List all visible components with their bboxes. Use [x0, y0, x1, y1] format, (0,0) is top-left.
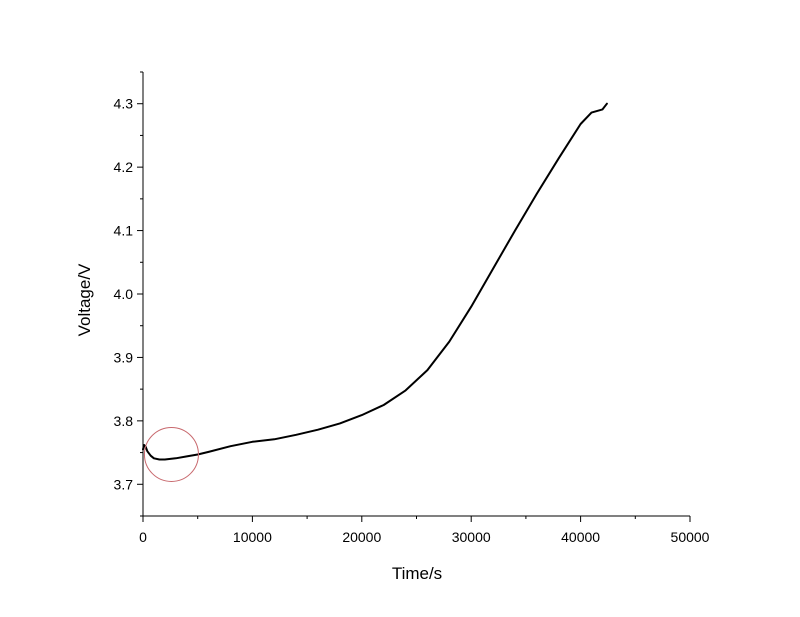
axes: 0 10000 20000 30000 40000 50000 3.7 3.8 3.9 4.0 4.…: [114, 71, 710, 545]
y-tick-label: 4.1: [114, 223, 134, 239]
y-tick-label: 3.8: [114, 413, 134, 429]
x-tick-label: 40000: [561, 529, 600, 545]
y-tick-label: 3.7: [114, 476, 134, 492]
series-line: [142, 102, 608, 461]
x-tick-label: 30000: [452, 529, 491, 545]
annotation-circle: [143, 426, 199, 482]
y-tick-label: 4.0: [114, 286, 134, 302]
x-tick-label: 10000: [233, 529, 272, 545]
x-tick-label: 0: [139, 529, 147, 545]
x-tick-label: 20000: [342, 529, 381, 545]
y-axis-title: Voltage/V: [75, 263, 94, 336]
y-tick-label: 4.2: [114, 159, 134, 175]
y-tick-label: 3.9: [114, 349, 134, 365]
chart-marks: [142, 102, 608, 482]
y-tick-label: 4.3: [114, 96, 134, 112]
x-axis-title: Time/s: [392, 564, 442, 583]
x-tick-label: 50000: [671, 529, 710, 545]
